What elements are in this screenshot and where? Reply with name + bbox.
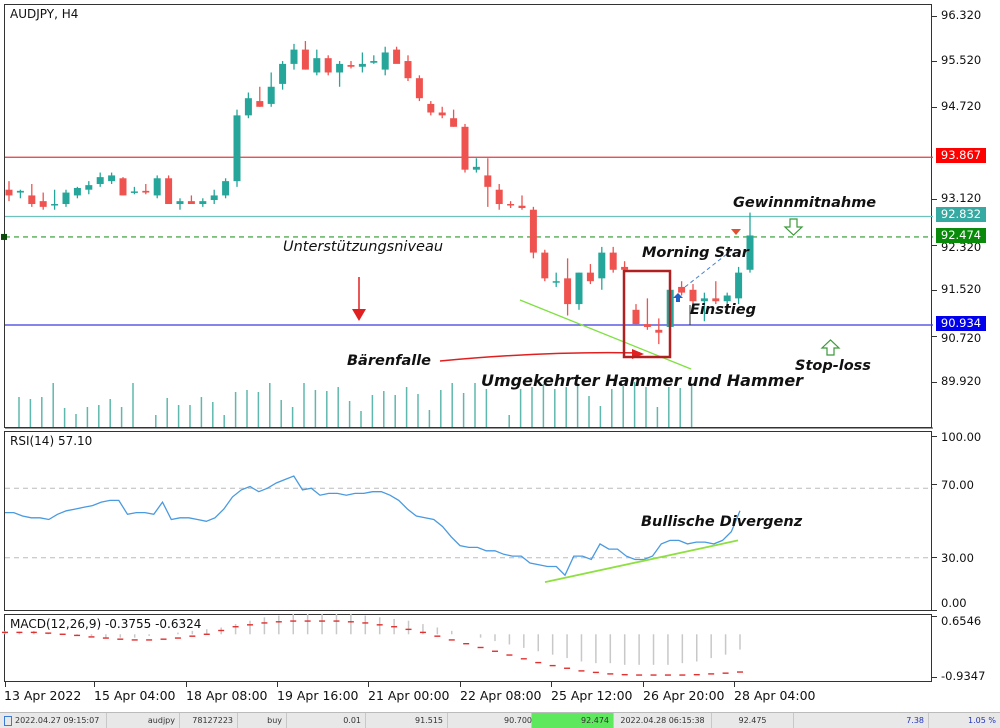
hammer-annotation: Umgekehrter Hammer und Hammer <box>481 371 804 390</box>
price-chart-pane[interactable]: AUDJPY, H4 <box>1 4 933 429</box>
price-tick: 89.920 <box>941 374 982 388</box>
trade-type-cell: buy <box>238 713 287 728</box>
price-tick: 91.520 <box>941 282 982 296</box>
macd-title: MACD(12,26,9) -0.3755 -0.6324 <box>10 617 202 631</box>
current-price-tag: 92.474 <box>936 228 986 243</box>
support-level-annotation: Unterstützungsniveau <box>283 239 444 255</box>
trade-volume-cell: 0.01 <box>287 713 366 728</box>
trade-time-open-cell: 2022.04.27 09:15:07 <box>0 713 107 728</box>
price-tick: 93.120 <box>941 191 982 205</box>
price-tick: 92.320 <box>941 240 982 254</box>
time-tick: 21 Apr 00:00 <box>368 688 450 703</box>
time-tick: 25 Apr 12:00 <box>551 688 633 703</box>
trade-sl-cell: 90.700 <box>500 713 532 728</box>
macd-chart <box>2 613 743 676</box>
time-tick: 26 Apr 20:00 <box>643 688 725 703</box>
time-tick: 13 Apr 2022 <box>4 688 82 703</box>
time-tick: 19 Apr 16:00 <box>277 688 359 703</box>
take-profit-annotation: Gewinnmitnahme <box>733 195 877 211</box>
support-price-tag: 90.934 <box>936 316 986 331</box>
rsi-tick: 30.00 <box>941 551 974 565</box>
document-icon <box>4 715 12 726</box>
macd-tick: 0.6546 <box>941 614 982 628</box>
time-tick: 15 Apr 04:00 <box>94 688 176 703</box>
bullish-divergence-annotation: Bullische Divergenz <box>641 514 803 530</box>
chart-symbol-title: AUDJPY, H4 <box>10 7 79 21</box>
rsi-tick: 70.00 <box>941 478 974 492</box>
rsi-pane[interactable]: RSI(14) 57.10 <box>4 431 933 611</box>
trade-history-row[interactable]: 2022.04.27 09:15:07 audjpy 78127223 buy … <box>0 712 1000 728</box>
rsi-tick: 100.00 <box>941 430 982 444</box>
trade-open-price-cell: 91.515 <box>366 713 448 728</box>
candlestick-chart <box>1 41 933 429</box>
resistance-price-tag: 93.867 <box>936 148 986 163</box>
price-tick: 96.320 <box>941 8 982 22</box>
trade-price-cell: 92.475 <box>712 713 794 728</box>
price-tick: 90.720 <box>941 331 982 345</box>
trade-symbol-cell: audjpy <box>107 713 180 728</box>
trade-time-close-cell: 2022.04.28 06:15:38 <box>614 713 712 728</box>
price-tick: 95.520 <box>941 53 982 67</box>
trade-ticket-cell: 78127223 <box>180 713 238 728</box>
stop-loss-annotation: Stop-loss <box>795 358 871 374</box>
price-tick: 94.720 <box>941 99 982 113</box>
macd-pane[interactable]: MACD(12,26,9) -0.3755 -0.6324 <box>2 613 932 682</box>
rsi-line-chart <box>5 475 933 584</box>
rsi-title: RSI(14) 57.10 <box>10 434 93 448</box>
time-tick: 18 Apr 08:00 <box>186 688 268 703</box>
macd-tick: -0.9347 <box>941 669 986 683</box>
bear-trap-annotation: Bärenfalle <box>347 353 432 369</box>
time-tick: 22 Apr 08:00 <box>460 688 542 703</box>
morning-star-annotation: Morning Star <box>642 245 749 261</box>
take-profit-price-tag: 92.832 <box>936 207 986 222</box>
rsi-tick: 0.00 <box>941 596 967 610</box>
time-tick: 28 Apr 04:00 <box>734 688 816 703</box>
trade-tp-cell: 92.474 <box>532 713 614 728</box>
trade-profit-cell: 7.38 <box>794 713 929 728</box>
trade-percent-cell: 1.05 % <box>968 716 996 725</box>
entry-annotation: Einstieg <box>690 302 756 318</box>
